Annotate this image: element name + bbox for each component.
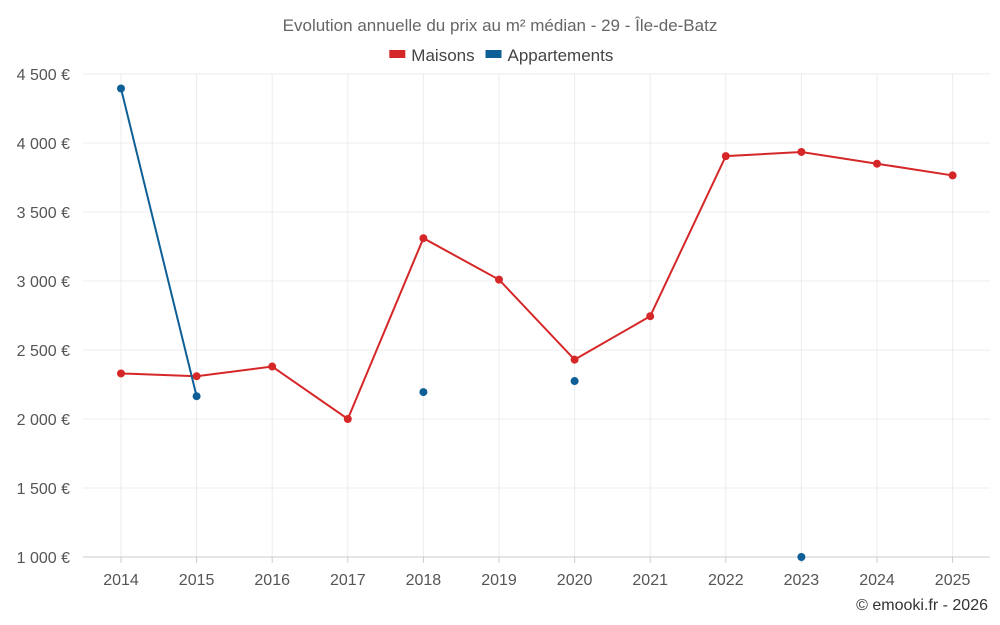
- chart-title: Evolution annuelle du prix au m² médian …: [283, 16, 718, 35]
- legend-label-appartements: Appartements: [508, 46, 614, 65]
- data-point-appartements[interactable]: [192, 392, 201, 401]
- y-axis: 1 000 € 1 500 € 2 000 € 2 500 € 3 000 € 3 500…: [17, 67, 70, 567]
- y-tick-label: 2 000 €: [17, 412, 70, 429]
- grid: [83, 73, 990, 558]
- legend-item-appartements[interactable]: Appartements: [485, 46, 614, 65]
- y-tick-label: 1 500 €: [17, 481, 70, 498]
- series-appartements: [117, 84, 806, 561]
- data-point-maisons[interactable]: [873, 159, 881, 168]
- series-line-maisons: [120, 150, 953, 421]
- data-point-appartements[interactable]: [570, 377, 579, 386]
- y-tick-label: 4 000 €: [17, 136, 70, 153]
- x-tick-label: 2023: [784, 572, 820, 589]
- x-tick-label: 2021: [632, 572, 668, 589]
- x-tick-label: 2017: [330, 572, 366, 589]
- series-maisons: [117, 147, 957, 423]
- x-tick-label: 2018: [406, 572, 442, 589]
- data-point-appartements[interactable]: [419, 388, 428, 397]
- data-point-maisons[interactable]: [646, 312, 655, 321]
- data-point-maisons[interactable]: [495, 275, 503, 284]
- y-tick-label: 3 500 €: [17, 205, 70, 222]
- data-point-maisons[interactable]: [419, 234, 428, 243]
- x-tick-label: 2019: [481, 572, 517, 589]
- data-point-maisons[interactable]: [948, 171, 957, 180]
- data-point-maisons[interactable]: [268, 362, 277, 371]
- x-tick-label: 2015: [179, 572, 215, 589]
- legend-swatch-maisons: [389, 50, 406, 58]
- legend-swatch-appartements: [485, 50, 502, 58]
- x-axis: 2014 2015 2016 2017 2018 2019 2020 2021 2022 2023…: [83, 556, 990, 589]
- data-point-appartements[interactable]: [117, 84, 125, 93]
- y-tick-label: 1 000 €: [17, 550, 70, 567]
- data-point-maisons[interactable]: [117, 369, 125, 378]
- data-point-maisons[interactable]: [721, 152, 730, 161]
- x-tick-label: 2024: [859, 572, 895, 589]
- data-point-maisons[interactable]: [343, 415, 352, 423]
- y-tick-label: 4 500 €: [17, 67, 70, 84]
- series-layer: [117, 84, 957, 561]
- x-tick-label: 2020: [557, 572, 593, 589]
- legend-label-maisons: Maisons: [411, 46, 474, 65]
- y-tick-label: 2 500 €: [17, 343, 70, 360]
- credit: © emooki.fr - 2026: [856, 597, 988, 614]
- y-tick-label: 3 000 €: [17, 274, 70, 291]
- legend-item-maisons[interactable]: Maisons: [389, 46, 475, 65]
- legend: Maisons Appartements: [389, 46, 613, 65]
- data-point-maisons[interactable]: [192, 372, 201, 381]
- x-tick-label: 2016: [254, 572, 290, 589]
- data-point-appartements[interactable]: [797, 553, 806, 561]
- x-tick-label: 2022: [708, 572, 744, 589]
- data-point-maisons[interactable]: [570, 355, 579, 364]
- data-point-maisons[interactable]: [797, 147, 806, 156]
- x-tick-label: 2025: [935, 572, 971, 589]
- series-line-appartements: [120, 88, 198, 397]
- x-tick-label: 2014: [103, 572, 139, 589]
